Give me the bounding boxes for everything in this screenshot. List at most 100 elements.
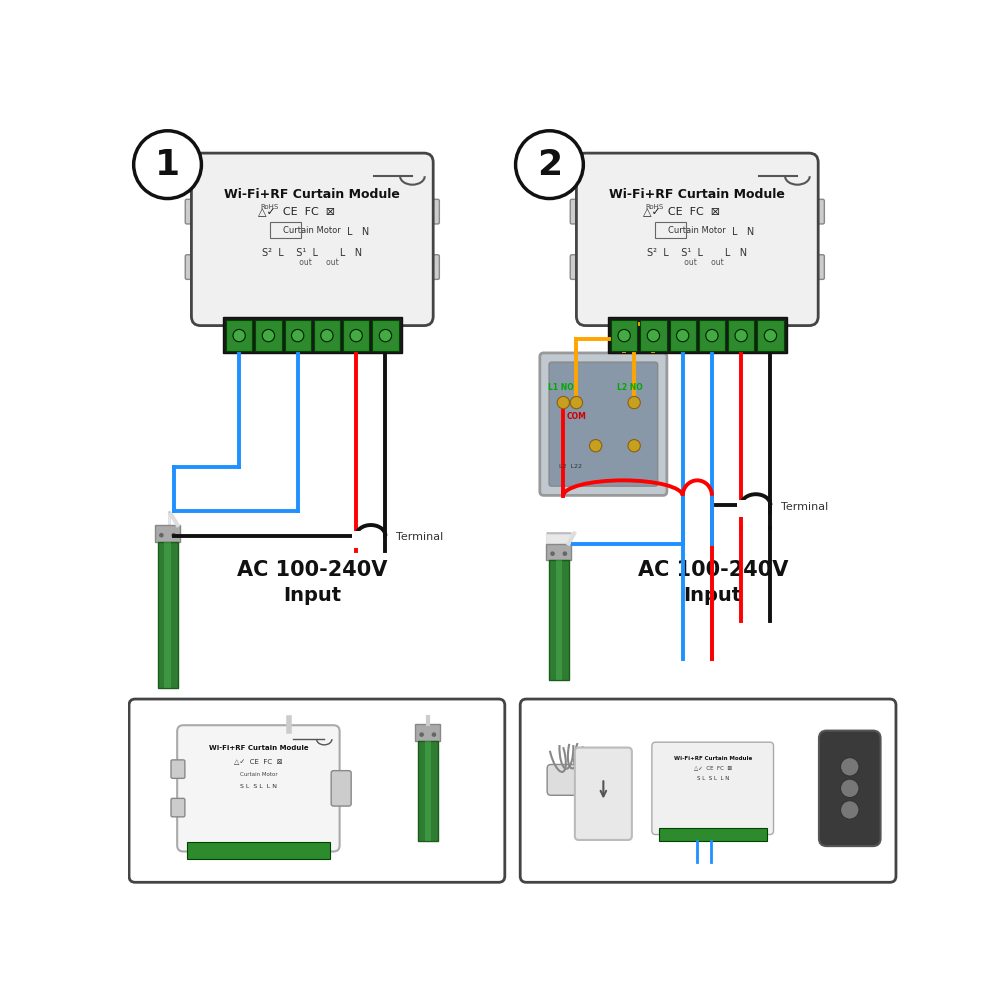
FancyBboxPatch shape — [171, 760, 185, 778]
Text: L2 NO: L2 NO — [617, 383, 643, 392]
Circle shape — [350, 329, 362, 342]
Bar — [737, 500, 753, 517]
Bar — [549, 560, 569, 680]
Circle shape — [590, 440, 602, 452]
Circle shape — [233, 329, 245, 342]
Bar — [343, 320, 369, 351]
Bar — [270, 222, 301, 238]
Text: △✓  CE  FC  ⊠: △✓ CE FC ⊠ — [258, 207, 335, 217]
Bar — [226, 320, 252, 351]
FancyBboxPatch shape — [177, 725, 340, 852]
Circle shape — [557, 396, 569, 409]
Bar — [158, 542, 178, 688]
Text: AC 100-240V: AC 100-240V — [237, 560, 387, 580]
Bar — [415, 724, 440, 741]
Text: Wi-Fi+RF Curtain Module: Wi-Fi+RF Curtain Module — [609, 188, 785, 201]
Text: S²  L    S¹  L       L   N: S² L S¹ L L N — [647, 248, 747, 258]
Text: Input: Input — [684, 586, 742, 605]
Text: out      out: out out — [285, 258, 339, 267]
Text: Curtain Motor: Curtain Motor — [283, 226, 341, 235]
FancyBboxPatch shape — [549, 362, 658, 486]
Text: △✓  CE  FC  ⊠: △✓ CE FC ⊠ — [694, 765, 732, 770]
FancyBboxPatch shape — [520, 699, 896, 882]
Circle shape — [159, 533, 164, 537]
Text: out      out: out out — [670, 258, 724, 267]
Circle shape — [735, 329, 747, 342]
FancyBboxPatch shape — [575, 748, 632, 840]
Text: L1 NO: L1 NO — [548, 383, 574, 392]
Text: Terminal: Terminal — [396, 532, 443, 542]
Bar — [418, 741, 438, 841]
FancyBboxPatch shape — [171, 798, 185, 817]
Bar — [255, 320, 282, 351]
Bar — [655, 222, 686, 238]
Circle shape — [379, 329, 392, 342]
Circle shape — [628, 440, 640, 452]
Circle shape — [419, 732, 424, 737]
Text: Curtain Motor: Curtain Motor — [240, 772, 277, 777]
Bar — [728, 320, 754, 351]
FancyBboxPatch shape — [807, 199, 824, 224]
Text: RoHS: RoHS — [646, 204, 664, 210]
Bar — [285, 320, 311, 351]
Circle shape — [550, 551, 555, 556]
FancyBboxPatch shape — [185, 255, 202, 279]
FancyBboxPatch shape — [652, 742, 774, 835]
Circle shape — [647, 329, 660, 342]
Text: △✓  CE  FC  ⊠: △✓ CE FC ⊠ — [234, 758, 283, 764]
Text: Curtain Motor: Curtain Motor — [668, 226, 726, 235]
Text: Wi-Fi+RF Curtain Module: Wi-Fi+RF Curtain Module — [209, 745, 308, 751]
Circle shape — [171, 533, 176, 537]
Bar — [659, 828, 767, 841]
Text: L   N: L N — [732, 227, 755, 237]
FancyBboxPatch shape — [576, 153, 818, 326]
Circle shape — [841, 801, 859, 819]
Bar — [546, 544, 571, 560]
Circle shape — [764, 329, 777, 342]
Text: Wi-Fi+RF Curtain Module: Wi-Fi+RF Curtain Module — [224, 188, 400, 201]
Text: S L  S L  L N: S L S L L N — [240, 784, 277, 789]
Bar — [164, 542, 171, 688]
FancyBboxPatch shape — [422, 255, 439, 279]
Circle shape — [432, 732, 436, 737]
Bar — [670, 320, 696, 351]
Text: △✓  CE  FC  ⊠: △✓ CE FC ⊠ — [643, 207, 720, 217]
Bar — [187, 842, 330, 859]
Circle shape — [628, 396, 640, 409]
Circle shape — [292, 329, 304, 342]
Text: 2: 2 — [537, 148, 562, 182]
FancyBboxPatch shape — [331, 771, 351, 806]
FancyBboxPatch shape — [570, 199, 587, 224]
Circle shape — [563, 551, 567, 556]
Circle shape — [321, 329, 333, 342]
Circle shape — [677, 329, 689, 342]
Bar — [425, 741, 431, 841]
Bar — [611, 320, 637, 351]
FancyBboxPatch shape — [191, 153, 433, 326]
Text: S L  S L  L N: S L S L L N — [697, 776, 729, 781]
Bar — [640, 320, 666, 351]
FancyBboxPatch shape — [422, 199, 439, 224]
Text: AC 100-240V: AC 100-240V — [638, 560, 788, 580]
Circle shape — [618, 329, 630, 342]
Bar — [699, 320, 725, 351]
FancyBboxPatch shape — [807, 255, 824, 279]
Circle shape — [262, 329, 275, 342]
FancyBboxPatch shape — [570, 255, 587, 279]
Text: Wi-Fi+RF Curtain Module: Wi-Fi+RF Curtain Module — [674, 756, 752, 761]
Text: L2  L22: L2 L22 — [559, 464, 582, 469]
Text: COM: COM — [566, 412, 586, 421]
Circle shape — [841, 758, 859, 776]
Text: L   N: L N — [347, 227, 370, 237]
FancyBboxPatch shape — [185, 199, 202, 224]
Text: S²  L    S¹  L       L   N: S² L S¹ L L N — [262, 248, 362, 258]
Circle shape — [516, 131, 583, 199]
Circle shape — [706, 329, 718, 342]
Bar — [372, 320, 399, 351]
Bar — [556, 560, 562, 680]
FancyBboxPatch shape — [540, 353, 667, 495]
Bar — [223, 317, 402, 353]
Bar — [608, 317, 787, 353]
Text: Terminal: Terminal — [781, 502, 828, 512]
Text: RoHS: RoHS — [261, 204, 279, 210]
